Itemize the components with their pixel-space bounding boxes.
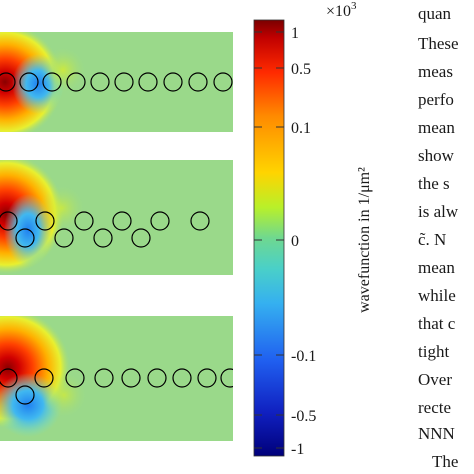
site-circle xyxy=(190,211,210,231)
site-circle xyxy=(15,228,35,248)
side-text-line: Over xyxy=(418,370,452,389)
site-circle xyxy=(0,211,18,231)
site-circle xyxy=(94,368,114,388)
site-circle xyxy=(147,368,167,388)
site-circle xyxy=(74,211,94,231)
side-text-line: that c xyxy=(418,314,456,333)
site-circle xyxy=(90,72,110,92)
site-circle xyxy=(66,72,86,92)
colorbar-multiplier: ×103 xyxy=(326,0,357,20)
site-circle xyxy=(35,211,55,231)
colorbar-tick-label: 0 xyxy=(291,233,299,250)
colorbar-tick-label: -0.1 xyxy=(291,348,316,365)
colorbar-tick-label: -0.5 xyxy=(291,408,316,425)
side-text-line: quan xyxy=(418,4,452,23)
colorbar-tick-label: 1 xyxy=(291,25,299,42)
side-text-line: while xyxy=(418,286,456,305)
site-circle xyxy=(34,368,54,388)
panel-3 xyxy=(0,316,233,441)
side-text-line: The xyxy=(432,452,459,471)
side-text-line: is alw xyxy=(418,202,459,221)
colorbar-tick-label: 0.5 xyxy=(291,61,311,78)
side-text-line: meas xyxy=(418,62,453,81)
colorbar xyxy=(253,19,285,457)
side-text-line: the s xyxy=(418,174,450,193)
site-circle xyxy=(163,72,183,92)
side-text-line: tight xyxy=(418,342,450,361)
side-text-line: c̃. N xyxy=(418,230,447,249)
colorbar-ticks xyxy=(254,31,284,449)
site-circle xyxy=(0,368,18,388)
site-circle xyxy=(188,72,208,92)
site-circle xyxy=(131,228,151,248)
site-circle xyxy=(114,72,134,92)
site-circle xyxy=(172,368,192,388)
side-text-line: mean xyxy=(418,258,455,277)
site-circle xyxy=(213,72,233,92)
site-circle xyxy=(112,211,132,231)
side-text-line: show xyxy=(418,146,454,165)
side-text-line: NNN xyxy=(418,424,455,443)
panel-1 xyxy=(0,32,233,132)
side-text-line: recte xyxy=(418,398,452,417)
site-circle xyxy=(19,72,39,92)
site-circle xyxy=(15,385,35,405)
site-circle xyxy=(54,228,74,248)
site-circle xyxy=(65,368,85,388)
site-circle xyxy=(42,72,62,92)
site-circle xyxy=(121,368,141,388)
site-circle xyxy=(0,72,16,92)
panel-2 xyxy=(0,160,233,275)
site-circle xyxy=(150,211,170,231)
site-circle xyxy=(93,228,113,248)
side-text-line: perfo xyxy=(418,90,454,109)
colorbar-label: wavefunction in 1/μm² xyxy=(356,167,373,313)
colorbar-tick-label: -1 xyxy=(291,441,304,458)
site-circle xyxy=(197,368,217,388)
site-circle xyxy=(220,368,233,388)
side-text-line: mean xyxy=(418,118,455,137)
side-text-line: These xyxy=(418,34,459,53)
site-circle xyxy=(138,72,158,92)
colorbar-tick-label: 0.1 xyxy=(291,120,311,137)
